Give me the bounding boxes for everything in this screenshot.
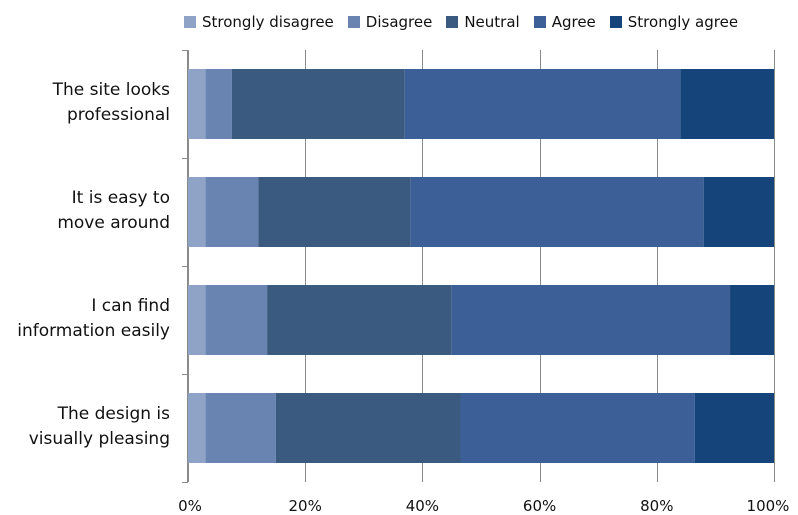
bar-neutral (258, 177, 411, 247)
bar-strongly-agree (680, 69, 774, 139)
legend-item: Strongly agree (609, 13, 739, 31)
bar-disagree (205, 393, 276, 463)
legend-swatch (609, 16, 622, 28)
category-label-line: move around (57, 213, 170, 233)
bar-strongly-agree (730, 285, 774, 355)
legend-swatch (446, 16, 459, 28)
bar-strongly-agree (703, 177, 774, 247)
legend-label: Disagree (365, 13, 433, 31)
bar-strongly-agree (694, 393, 774, 463)
bar-agree (460, 393, 695, 463)
bar-disagree (205, 69, 232, 139)
category-label: It is easy to move around (0, 186, 170, 236)
bar-strongly-disagree (188, 69, 206, 139)
bar-neutral (231, 69, 405, 139)
legend-label: Strongly disagree (202, 13, 334, 31)
legend-swatch (184, 16, 196, 28)
x-tick-label: 80% (640, 497, 674, 515)
category-label-line: It is easy to (71, 188, 170, 208)
x-tick-label: 60% (522, 497, 557, 515)
bar-strongly-disagree (188, 177, 206, 247)
bar-neutral (275, 393, 461, 463)
legend-item: Disagree (347, 13, 433, 31)
legend-swatch (533, 16, 546, 28)
category-label: The site looks professional (0, 78, 170, 128)
bar-agree (410, 177, 704, 247)
bar-disagree (205, 285, 268, 355)
category-label: I can find information easily (0, 294, 170, 344)
x-tick-label: 100% (746, 497, 790, 515)
bar-strongly-disagree (188, 393, 206, 463)
bar-neutral (267, 285, 452, 355)
legend-item: Strongly disagree (184, 13, 334, 31)
bar-agree (451, 285, 731, 355)
category-label-line: I can find (91, 296, 170, 316)
category-label-line: professional (66, 105, 170, 125)
bar-disagree (205, 177, 259, 247)
x-tick-label: 40% (405, 497, 440, 515)
legend-label: Neutral (464, 13, 520, 31)
x-tick-label: 0% (178, 497, 202, 515)
category-label-line: visually pleasing (28, 429, 170, 449)
legend: Strongly disagree Disagree Neutral Agree Str… (184, 13, 752, 31)
bar-agree (404, 69, 681, 139)
legend-swatch (347, 16, 360, 28)
legend-label: Agree (551, 13, 596, 31)
x-tick-label: 20% (288, 497, 322, 515)
bar-strongly-disagree (188, 285, 206, 355)
category-label-line: The design is (57, 404, 170, 424)
legend-item: Neutral (446, 13, 520, 31)
category-label-line: information easily (17, 321, 170, 341)
legend-item: Agree (533, 13, 596, 31)
category-label: The design is visually pleasing (0, 402, 170, 452)
category-label-line: The site looks (52, 80, 170, 100)
legend-label: Strongly agree (627, 13, 739, 31)
